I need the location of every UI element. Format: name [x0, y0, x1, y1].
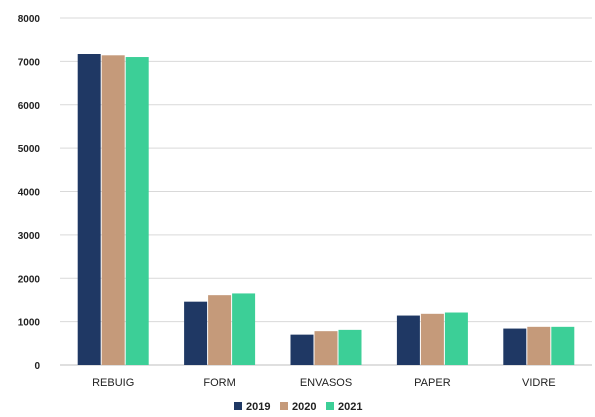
- y-tick-label: 2000: [18, 274, 41, 285]
- y-tick-label: 7000: [18, 57, 41, 68]
- legend-label: 2021: [338, 401, 362, 413]
- y-tick-label: 4000: [18, 188, 41, 199]
- bar-vidre-2020: [527, 326, 551, 365]
- x-category-label: ENVASOS: [300, 377, 352, 389]
- x-category-label: PAPER: [414, 377, 451, 389]
- y-tick-label: 8000: [18, 14, 41, 25]
- bar-paper-2020: [420, 313, 444, 365]
- x-category-label: VIDRE: [522, 377, 556, 389]
- legend-label: 2020: [292, 401, 316, 413]
- x-category-label: REBUIG: [92, 377, 134, 389]
- legend-label: 2019: [246, 401, 270, 413]
- legend: 2019 2020 2021: [234, 401, 362, 413]
- x-category-label: FORM: [203, 377, 235, 389]
- y-tick-label: 1000: [18, 318, 41, 329]
- x-axis-category-labels: REBUIG FORM ENVASOS PAPER VIDRE: [92, 377, 556, 389]
- bar-paper-2019: [396, 315, 420, 365]
- bar-envasos-2020: [314, 331, 338, 365]
- bar-form-2019: [184, 301, 208, 365]
- bar-vidre-2021: [551, 326, 575, 365]
- y-tick-label: 3000: [18, 231, 41, 242]
- y-tick-label: 0: [34, 361, 40, 372]
- bar-rebuig-2020: [101, 55, 125, 366]
- bar-rebuig-2021: [125, 57, 149, 365]
- bar-paper-2021: [444, 312, 468, 365]
- bar-form-2021: [232, 293, 256, 365]
- bar-envasos-2021: [338, 329, 362, 365]
- y-axis-tick-labels: 0 1000 2000 3000 4000 5000 6000 7000 8000: [18, 14, 41, 372]
- bar-form-2020: [208, 295, 232, 365]
- y-tick-label: 6000: [18, 101, 41, 112]
- bar-envasos-2019: [290, 334, 314, 365]
- y-tick-label: 5000: [18, 144, 41, 155]
- legend-swatch-2021: [326, 402, 334, 410]
- legend-swatch-2020: [280, 402, 288, 410]
- bar-vidre-2019: [503, 328, 527, 365]
- legend-swatch-2019: [234, 402, 242, 410]
- bar-rebuig-2019: [77, 54, 101, 365]
- bars: [77, 54, 575, 366]
